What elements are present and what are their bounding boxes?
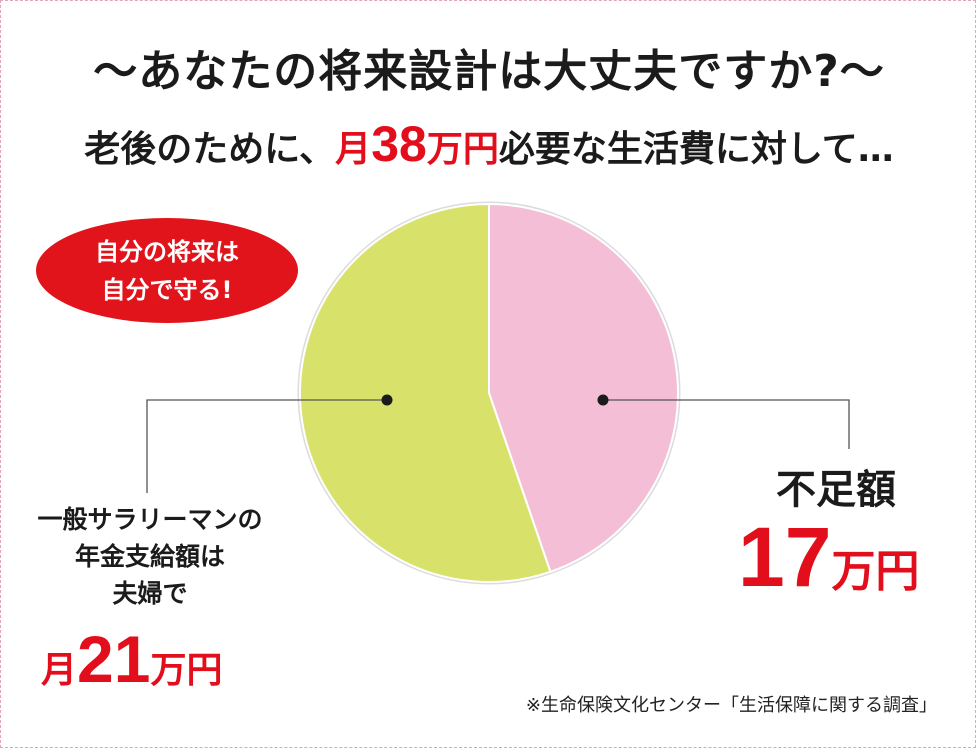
shortfall-marker-dot (597, 394, 609, 406)
slogan-badge: 自分の将来は 自分で守る! (36, 218, 298, 323)
subtitle-pre: 老後のために、 (84, 129, 336, 170)
source-footnote: ※生命保険文化センター「生活保障に関する調査」 (525, 695, 937, 716)
pension-label-line-3: 夫婦で (112, 579, 188, 608)
subtitle-month: 月 (335, 129, 372, 170)
page-title: 〜あなたの将来設計は大丈夫ですか?〜 (93, 46, 885, 97)
shortfall-amount: 17万円 (738, 509, 919, 606)
badge-line-1: 自分の将来は (95, 237, 239, 266)
shortfall-leader-line (603, 399, 850, 449)
pension-marker-dot (381, 394, 393, 406)
shortfall-amount-unit: 万円 (831, 546, 920, 597)
shortfall-amount-value: 17 (738, 510, 832, 604)
pension-label-line-1: 一般サラリーマンの (37, 505, 263, 534)
pension-amount-unit: 万円 (150, 650, 223, 691)
subtitle-amount: 38 (371, 116, 427, 172)
pension-amount-value: 21 (77, 622, 151, 696)
subtitle: 老後のために、月38万円必要な生活費に対して… (1, 115, 976, 173)
shortfall-title: 不足額 (776, 467, 896, 513)
pension-amount-prefix: 月 (41, 650, 78, 691)
badge-line-2: 自分で守る! (101, 275, 233, 304)
pension-amount: 月21万円 (41, 621, 222, 697)
pension-label: 一般サラリーマンの 年金支給額は 夫婦で (15, 501, 285, 612)
pension-leader-line (146, 399, 387, 493)
pension-label-line-2: 年金支給額は (74, 542, 225, 571)
subtitle-unit: 万円 (426, 129, 499, 170)
pie-slice-shortfall (488, 202, 679, 574)
subtitle-post: 必要な生活費に対して… (498, 129, 894, 170)
pie-slice-pension (299, 202, 552, 583)
